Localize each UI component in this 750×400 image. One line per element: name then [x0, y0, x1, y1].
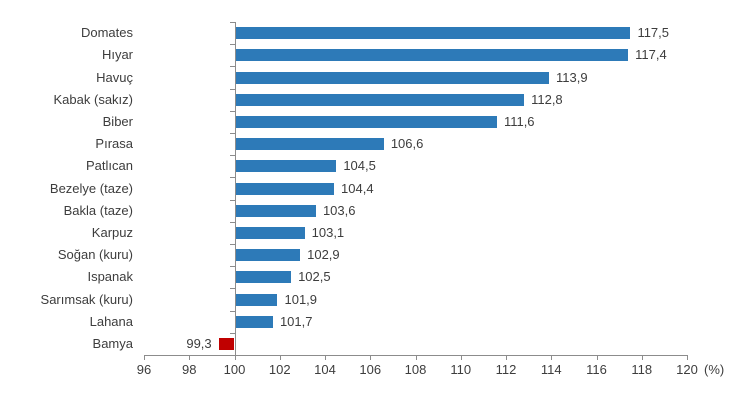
category-label: Domates [80, 25, 133, 41]
value-label: 99,3 [186, 335, 212, 351]
x-tick [551, 355, 553, 360]
x-tick [687, 355, 688, 360]
value-label: 103,1 [311, 224, 345, 240]
value-label: 111,6 [503, 113, 535, 129]
category-label: Lahana [89, 313, 133, 329]
category-label: Biber [102, 113, 133, 129]
category-label: Karpuz [91, 224, 133, 240]
category-label: Patlıcan [86, 158, 133, 174]
bar [234, 315, 273, 328]
x-tick [506, 355, 507, 360]
x-tick-label: 104 [314, 362, 336, 377]
bar [234, 115, 497, 128]
category-label: Kabak (sakız) [53, 91, 133, 107]
x-tick [596, 355, 598, 360]
category-tick [229, 44, 235, 46]
category-tick [229, 66, 235, 68]
value-label: 112,8 [531, 91, 563, 107]
category-label: Ispanak [87, 269, 133, 285]
category-label: Soğan (kuru) [57, 247, 133, 263]
x-tick-label: 114 [540, 362, 562, 377]
x-tick-label: 98 [182, 362, 197, 377]
category-tick [229, 266, 235, 268]
category-label: Bezelye (taze) [49, 180, 133, 196]
x-tick-label: 118 [631, 362, 653, 377]
category-tick [229, 88, 235, 90]
category-label: Hıyar [101, 47, 133, 63]
category-label: Bakla (taze) [63, 202, 133, 218]
bar [234, 293, 278, 306]
category-label: Havuç [96, 69, 133, 85]
category-tick [229, 133, 235, 134]
value-label: 101,9 [284, 291, 318, 307]
value-label: 106,6 [390, 136, 424, 152]
bar [234, 71, 549, 84]
value-label: 117,4 [635, 47, 667, 63]
category-tick [229, 177, 235, 179]
x-tick [370, 355, 372, 360]
bar [234, 160, 337, 173]
value-label: 117,5 [637, 25, 670, 41]
x-tick-label: 96 [136, 362, 152, 377]
x-tick-label: 100 [223, 362, 246, 377]
axis-unit-label: (%) [704, 362, 725, 377]
category-tick [229, 110, 235, 112]
value-label: 103,6 [322, 202, 356, 218]
category-tick [229, 221, 235, 223]
x-tick [641, 355, 643, 360]
x-tick-label: 102 [268, 362, 291, 377]
x-tick [460, 355, 462, 360]
x-tick-label: 116 [586, 362, 607, 377]
x-tick-label: 108 [404, 362, 427, 377]
x-tick [325, 355, 326, 360]
category-tick [229, 244, 235, 245]
bar [234, 226, 305, 239]
bar [234, 49, 629, 62]
bar [234, 271, 292, 284]
x-tick [234, 355, 236, 360]
value-label: 104,4 [341, 180, 374, 196]
bar [234, 182, 335, 195]
bar [234, 249, 301, 262]
x-tick-label: 106 [359, 362, 382, 377]
category-tick [229, 288, 235, 290]
category-tick [229, 155, 235, 157]
value-label: 102,5 [298, 269, 331, 285]
x-tick [279, 355, 281, 360]
x-tick [189, 355, 191, 360]
x-tick-label: 110 [450, 362, 472, 377]
x-tick [415, 355, 417, 360]
category-label: Bamya [92, 335, 133, 351]
x-tick-label: 112 [495, 362, 517, 377]
category-label: Pırasa [95, 136, 133, 152]
value-label: 113,9 [555, 69, 588, 85]
bar [234, 27, 631, 40]
bar [234, 204, 316, 217]
bar-negative [218, 337, 235, 350]
value-label: 102,9 [307, 247, 340, 263]
category-tick [229, 22, 235, 23]
category-tick [229, 199, 235, 201]
category-label: Sarımsak (kuru) [40, 291, 133, 307]
bar [234, 93, 525, 106]
category-tick [229, 332, 235, 334]
x-tick [144, 355, 145, 360]
baseline-axis [234, 22, 236, 355]
category-tick [229, 310, 235, 312]
value-label: 104,5 [343, 158, 376, 174]
x-tick-label: 120 [676, 362, 698, 377]
category-tick [229, 355, 235, 356]
value-label: 101,7 [279, 313, 313, 329]
bar [234, 138, 384, 151]
